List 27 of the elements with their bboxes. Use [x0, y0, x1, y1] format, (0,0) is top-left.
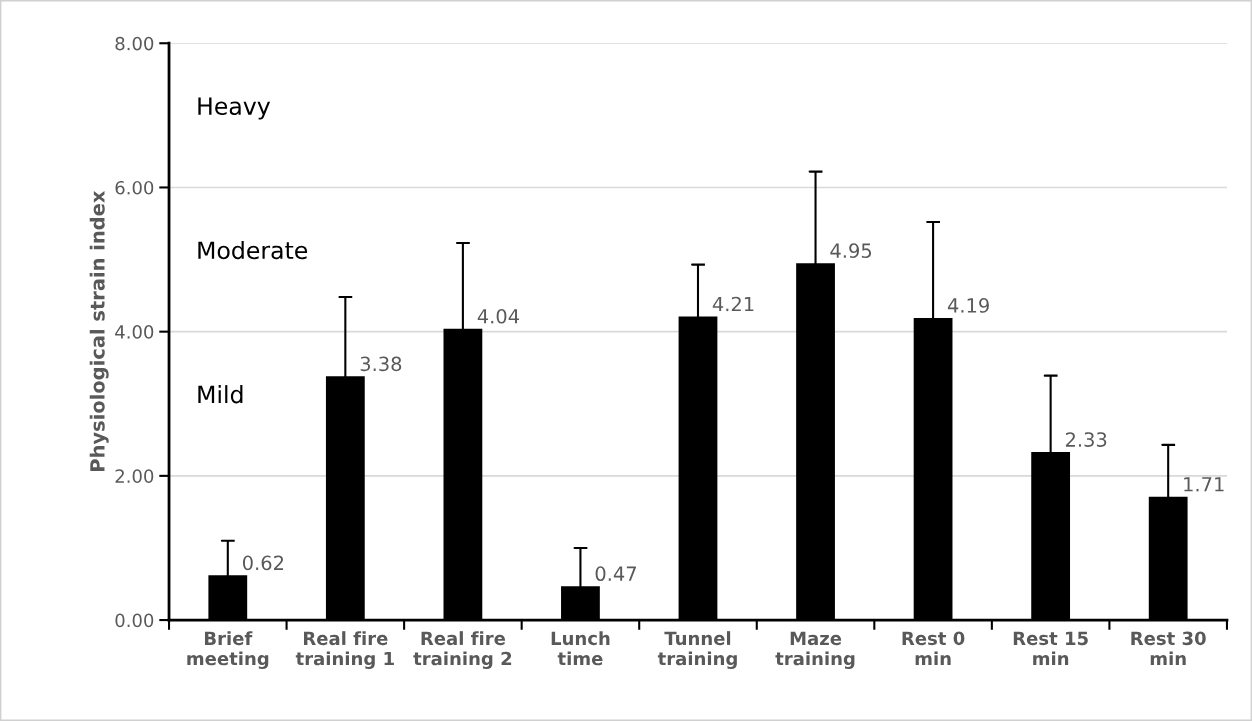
- data-label: 4.21: [712, 296, 754, 312]
- annotation: Heavy: [198, 97, 271, 120]
- x-tick-label: Tunnel training: [657, 631, 737, 669]
- data-label: 2.33: [1065, 432, 1107, 447]
- y-axis-title: Physiological strain index: [89, 190, 109, 471]
- data-label: 4.95: [830, 243, 872, 259]
- annotation: Mild: [198, 385, 243, 404]
- data-label: 4.19: [947, 298, 989, 313]
- x-tick-label: Rest 0 min: [902, 631, 965, 666]
- x-tick-label: Maze training: [775, 631, 855, 669]
- data-label: 0.47: [595, 566, 636, 582]
- data-label: 3.38: [360, 356, 402, 372]
- data-label: 4.04: [477, 308, 519, 324]
- data-label: 0.62: [242, 555, 284, 571]
- y-tick-label: 0.00: [115, 613, 154, 628]
- y-tick-label: 4.00: [115, 325, 154, 339]
- x-tick-label: Real fire training 1: [295, 631, 394, 669]
- data-label: 1.71: [1184, 477, 1224, 492]
- y-tick-label: 8.00: [115, 36, 154, 51]
- annotation: Moderate: [198, 240, 308, 260]
- x-tick-label: Brief meeting: [187, 631, 269, 669]
- x-tick-label: Lunch time: [551, 631, 610, 666]
- x-tick-label: Rest 30 min: [1131, 631, 1206, 666]
- x-tick-label: Real fire training 2: [413, 631, 512, 669]
- x-tick-label: Rest 15 min: [1013, 631, 1088, 666]
- y-tick-label: 2.00: [115, 469, 154, 483]
- y-tick-label: 6.00: [115, 180, 154, 195]
